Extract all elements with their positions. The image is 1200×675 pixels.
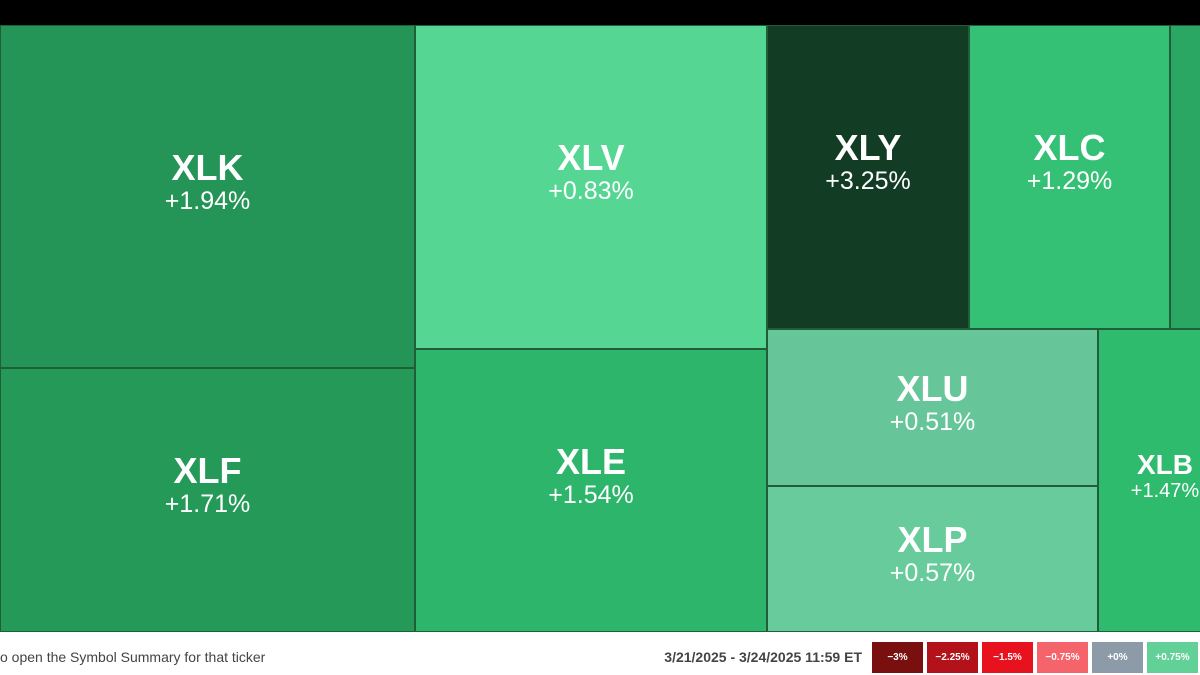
ticker-symbol: XLE xyxy=(555,440,626,482)
tile[interactable]: XLY +3.25% xyxy=(767,25,969,329)
ticker-symbol: XLY xyxy=(834,127,902,168)
ticker-symbol: XLV xyxy=(557,137,625,178)
ticker-symbol: XLB xyxy=(1137,448,1193,480)
tile[interactable]: XLB +1.47% xyxy=(1098,329,1200,632)
ticker-change: +3.25% xyxy=(825,167,911,195)
tile[interactable]: XLV +0.83% xyxy=(415,25,767,349)
tile[interactable]: XLC +1.29% xyxy=(969,25,1170,329)
ticker-change: +1.54% xyxy=(548,480,634,509)
ticker-symbol: XLF xyxy=(173,450,242,491)
ticker-change: +1.94% xyxy=(164,186,251,215)
legend-swatch[interactable]: −2.25% xyxy=(927,642,978,673)
legend-swatch[interactable]: +0.75% xyxy=(1147,642,1198,673)
legend: −3% −2.25% −1.5% −0.75% +0% +0.75% xyxy=(872,642,1198,673)
tile[interactable]: XLK +1.94% xyxy=(0,25,415,368)
legend-swatch[interactable]: −0.75% xyxy=(1037,642,1088,673)
top-bar xyxy=(0,0,1200,25)
ticker-change: +0.51% xyxy=(889,407,976,436)
ticker-symbol: XLP xyxy=(897,519,968,560)
ticker-change: +1.71% xyxy=(164,490,251,518)
legend-swatch[interactable]: −3% xyxy=(872,642,923,673)
tile[interactable]: XLU +0.51% xyxy=(767,329,1098,486)
hint-text: o open the Symbol Summary for that ticke… xyxy=(0,649,266,665)
ticker-change: +1.29% xyxy=(1026,167,1113,195)
ticker-change: +1.47% xyxy=(1130,479,1200,502)
tile[interactable]: XLF +1.71% xyxy=(0,368,415,632)
tile[interactable]: XLP +0.57% xyxy=(767,486,1098,632)
ticker-change: +0.83% xyxy=(548,177,634,205)
ticker-symbol: XLK xyxy=(171,146,244,188)
legend-swatch[interactable]: +0% xyxy=(1092,642,1143,673)
heatmap: XLK +1.94% XLF +1.71% XLV +0.83% XLE +1.54% XLY +… xyxy=(0,25,1200,632)
ticker-symbol: XLU xyxy=(896,367,969,409)
legend-swatch[interactable]: −1.5% xyxy=(982,642,1033,673)
tile[interactable] xyxy=(1170,25,1200,329)
ticker-symbol: XLC xyxy=(1033,127,1106,168)
date-range: 3/21/2025 - 3/24/2025 11:59 ET xyxy=(664,649,862,665)
tile[interactable]: XLE +1.54% xyxy=(415,349,767,632)
ticker-change: +0.57% xyxy=(889,559,976,587)
footer: o open the Symbol Summary for that ticke… xyxy=(0,632,1200,675)
